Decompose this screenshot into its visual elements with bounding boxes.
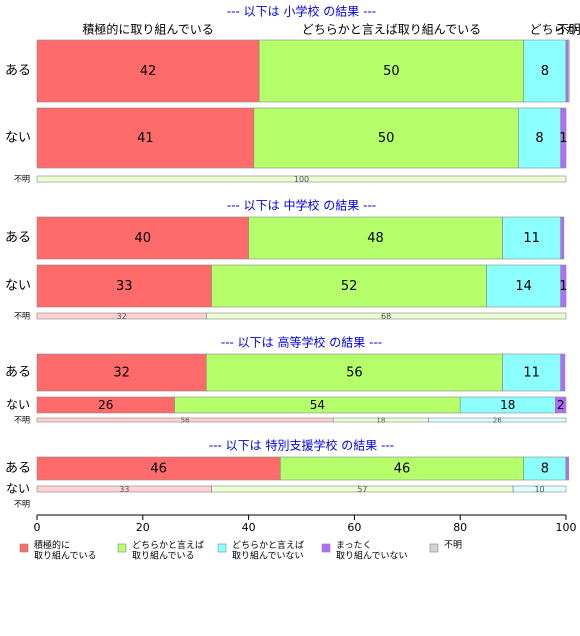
data-label: 68 — [381, 312, 391, 321]
data-label: 54 — [310, 398, 325, 412]
row-label: ない — [5, 131, 31, 146]
row-label: ある — [5, 231, 31, 246]
data-label: 50 — [378, 131, 395, 146]
x-tick-label: 0 — [34, 521, 41, 534]
bar-segment — [560, 107, 567, 169]
row-label: ある — [5, 64, 31, 79]
panel-title: --- 以下は 特別支援学校 の結果 --- — [209, 438, 394, 453]
data-label: 8 — [541, 64, 549, 79]
bar-segment — [486, 264, 562, 308]
data-label: 11 — [523, 366, 540, 381]
bar-segment — [36, 39, 260, 103]
panel-title: --- 以下は 中学校 の結果 --- — [227, 198, 376, 213]
data-label: 46 — [394, 462, 411, 477]
x-tick-label: 40 — [242, 521, 256, 534]
row-label: 不明 — [14, 312, 30, 321]
legend-label: どちらかと言えば取り組んでいる — [132, 539, 204, 561]
panel-title: --- 以下は 高等学校 の結果 --- — [221, 335, 382, 350]
data-label: 1 — [559, 279, 567, 294]
row-label: ない — [6, 482, 30, 496]
bar-segment — [512, 485, 567, 493]
bar-segment — [205, 312, 567, 320]
bar-segment — [36, 353, 207, 392]
row-label: ある — [5, 461, 31, 476]
row-label: 不明 — [14, 500, 30, 509]
data-label: 10 — [534, 485, 544, 494]
column-header: 不明 — [557, 23, 580, 37]
data-label: 33 — [119, 485, 129, 494]
data-label: 46 — [150, 462, 167, 477]
data-label: 18 — [376, 417, 385, 425]
x-tick-label: 20 — [136, 521, 150, 534]
legend-swatch — [429, 543, 439, 553]
data-label: 1 — [559, 131, 567, 146]
bar-segment — [518, 107, 562, 169]
legend-swatch — [217, 543, 227, 553]
bar-segment — [36, 216, 249, 260]
legend-swatch — [117, 543, 127, 553]
x-tick-label: 100 — [556, 521, 577, 534]
x-tick-label: 60 — [347, 521, 361, 534]
data-label: 14 — [515, 279, 532, 294]
data-label: 8 — [535, 131, 543, 146]
bar-segment — [560, 353, 566, 392]
data-label: 41 — [137, 131, 154, 146]
x-tick-label: 80 — [453, 521, 467, 534]
column-header: どちらかと言えば取り組んでいない — [530, 23, 580, 37]
row-label: 不明 — [14, 416, 30, 425]
bar-segment — [253, 107, 519, 169]
data-label: 56 — [181, 417, 190, 425]
data-label: 26 — [98, 398, 113, 412]
bar-segment — [565, 456, 569, 481]
bar-segment — [258, 39, 524, 103]
data-label: 32 — [113, 366, 130, 381]
panel-title: --- 以下は 小学校 の結果 --- — [227, 4, 376, 19]
data-label: 26 — [493, 417, 502, 425]
bar-segment — [428, 417, 567, 423]
bar-segment — [36, 175, 567, 183]
legend-label: 不明 — [444, 540, 462, 551]
legend-label: どちらかと言えば取り組んでいない — [232, 539, 304, 561]
bar-segment — [502, 216, 562, 260]
bar-segment — [36, 107, 255, 169]
data-label: 48 — [367, 231, 384, 246]
legend-label: まったく取り組んでいない — [336, 540, 408, 561]
data-label: 50 — [383, 64, 400, 79]
legend-label: 積極的に取り組んでいる — [34, 539, 97, 561]
data-label: 57 — [357, 485, 367, 494]
data-label: 11 — [523, 231, 540, 246]
legend-swatch — [19, 543, 29, 553]
row-label: ない — [6, 398, 30, 412]
row-label: 不明 — [14, 175, 30, 184]
bar-segment — [36, 264, 212, 308]
data-label: 8 — [541, 462, 549, 477]
data-label: 33 — [116, 279, 133, 294]
data-label: 40 — [135, 231, 152, 246]
data-label: 42 — [140, 64, 157, 79]
data-label: 56 — [346, 366, 363, 381]
bar-segment — [211, 264, 487, 308]
bar-segment — [523, 39, 567, 103]
data-label: 32 — [117, 312, 127, 321]
bar-segment — [567, 39, 570, 103]
bar-segment — [248, 216, 503, 260]
bar-segment — [565, 39, 569, 103]
row-label: ない — [5, 279, 31, 294]
row-label: ある — [5, 365, 31, 380]
column-header: どちらかと言えば取り組んでいる — [302, 23, 481, 37]
data-label: 2 — [557, 398, 565, 412]
legend-swatch — [321, 543, 331, 553]
data-label: 18 — [500, 398, 515, 412]
data-label: 100 — [294, 175, 309, 184]
bar-segment — [560, 264, 567, 308]
bar-segment — [560, 216, 565, 260]
data-label: 52 — [341, 279, 358, 294]
bar-segment — [555, 396, 567, 414]
column-header: 積極的に取り組んでいる — [82, 22, 213, 37]
